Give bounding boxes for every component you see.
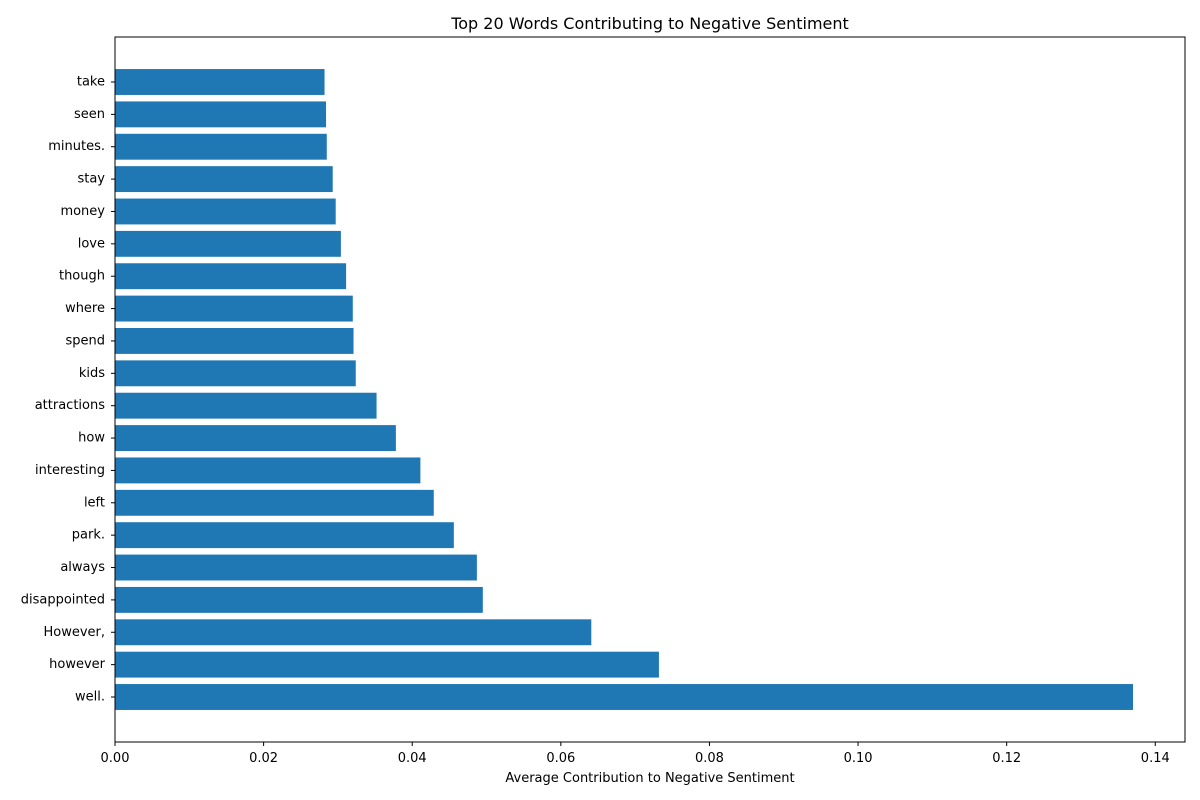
y-tick-label: left: [84, 495, 105, 510]
y-tick-label: take: [77, 75, 105, 90]
bar-13: [115, 263, 347, 290]
bar-17: [115, 133, 327, 160]
y-tick-label: park.: [72, 528, 105, 543]
x-tick-labels: 0.00 0.02 0.04 0.06 0.08 0.10 0.12 0.14: [101, 742, 1170, 766]
bar-4: [115, 554, 477, 581]
y-tick-label: disappointed: [21, 592, 105, 607]
y-tick-label: though: [59, 269, 105, 284]
bar-12: [115, 295, 353, 322]
bar-2: [115, 619, 592, 646]
y-tick-label: spend: [65, 333, 105, 348]
x-tick-label: 0.12: [992, 751, 1021, 766]
y-tick-label: However,: [43, 625, 105, 640]
bars-group: [115, 69, 1133, 710]
bar-15: [115, 198, 336, 225]
x-tick-label: 0.10: [844, 751, 873, 766]
bar-11: [115, 328, 354, 354]
bar-18: [115, 101, 327, 128]
x-tick-label: 0.14: [1141, 751, 1170, 766]
x-tick-label: 0.04: [398, 751, 427, 766]
bar-0: [115, 684, 1133, 710]
x-axis-label: Average Contribution to Negative Sentime…: [505, 771, 794, 786]
y-tick-labels: well. however However, disappointed always pa…: [21, 75, 115, 705]
y-tick-label: interesting: [35, 463, 105, 478]
x-tick-label: 0.08: [695, 751, 724, 766]
y-tick-label: money: [60, 204, 105, 219]
bar-9: [115, 392, 377, 419]
bar-6: [115, 489, 434, 516]
bar-3: [115, 586, 483, 613]
bar-19: [115, 69, 325, 95]
x-tick-label: 0.06: [546, 751, 575, 766]
bar-16: [115, 166, 333, 193]
y-tick-label: stay: [77, 172, 105, 187]
x-tick-label: 0.00: [101, 751, 130, 766]
x-tick-label: 0.02: [249, 751, 278, 766]
y-tick-label: however: [49, 657, 106, 672]
bar-8: [115, 425, 396, 451]
bar-1: [115, 651, 659, 678]
bar-5: [115, 522, 454, 549]
bar-7: [115, 457, 421, 484]
bar-14: [115, 230, 341, 257]
y-tick-label: well.: [75, 690, 105, 705]
plot-frame: [114, 36, 1186, 743]
y-tick-label: love: [78, 236, 105, 251]
y-tick-label: where: [65, 301, 105, 316]
chart-title: Top 20 Words Contributing to Negative Se…: [450, 14, 849, 33]
y-tick-label: seen: [74, 107, 105, 122]
y-tick-label: how: [78, 431, 105, 446]
y-tick-label: attractions: [35, 398, 106, 413]
y-tick-label: minutes.: [48, 139, 105, 154]
y-tick-label: kids: [79, 366, 105, 381]
bar-10: [115, 360, 356, 387]
y-tick-label: always: [60, 560, 105, 575]
